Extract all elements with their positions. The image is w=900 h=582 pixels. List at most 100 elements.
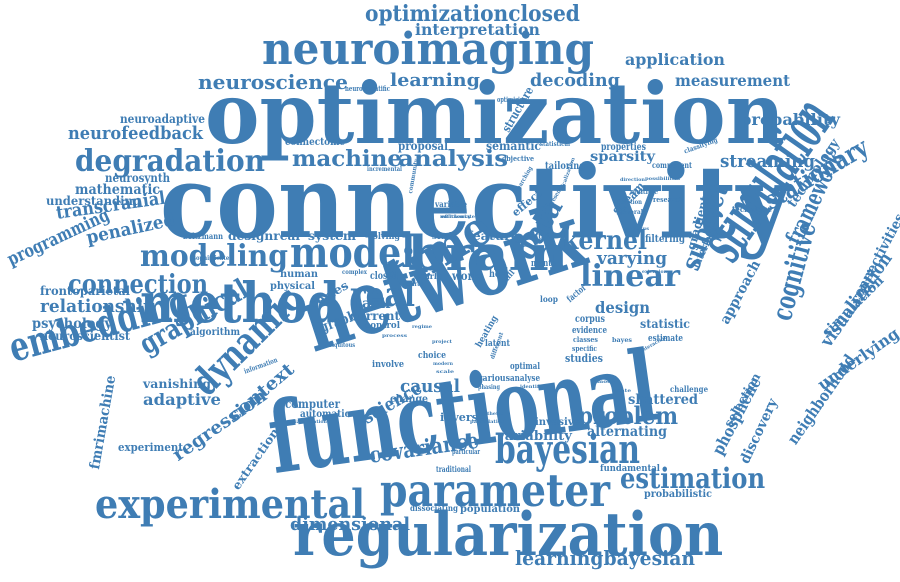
word-simulation: simulation: [819, 272, 888, 341]
word-shattered: shattered: [628, 392, 699, 408]
word-system: system: [308, 229, 356, 243]
word-complex: complex: [342, 269, 368, 276]
word-extension: extension: [642, 269, 667, 275]
word-neurofeedback: neurofeedback: [68, 123, 204, 144]
word-monte: monte: [531, 259, 556, 269]
word-variability: variability: [497, 429, 572, 444]
word-learning: learning: [390, 70, 480, 91]
word-optimal: optimal: [510, 362, 540, 372]
word-fmrimachine: fmrimachine: [87, 374, 120, 471]
word-possibilities: possibilities: [645, 176, 681, 182]
word-proposal: proposal: [398, 139, 448, 153]
word-vanishing: vanishing: [143, 377, 211, 391]
word-psychology: psychology: [32, 316, 113, 332]
word-objective: objective: [502, 154, 534, 163]
word-research: research: [653, 195, 683, 204]
word-modern: modern: [433, 361, 454, 367]
word-feature: feature: [467, 229, 520, 243]
word-decoding: decoding: [530, 70, 620, 91]
word-frontoparietal: frontoparietal: [40, 284, 130, 298]
word-regime: regime: [412, 324, 433, 330]
word-alternating: alternating: [587, 424, 667, 440]
word-process: process: [382, 333, 407, 339]
word-fundamental: fundamental: [600, 464, 660, 474]
word-optimizing: optimizing: [497, 95, 528, 104]
word-measurement: measurement: [675, 71, 790, 90]
word-bayesian: bayesian: [495, 426, 640, 473]
word-neuroscientific: neuroscientific: [345, 84, 390, 93]
word-understanding: understanding: [46, 194, 142, 208]
word-design: design: [595, 298, 651, 317]
word-neuroscientist: neuroscientist: [40, 329, 131, 343]
word-particular: particular: [452, 447, 480, 456]
word-identify: identify: [520, 384, 542, 390]
word-human: human: [280, 269, 318, 280]
word-classification: classification: [292, 419, 328, 425]
word-classes: classes: [573, 335, 598, 344]
word-stimulus: stimulus: [624, 226, 649, 232]
word-kernel: kernel: [562, 226, 647, 256]
word-relationship: relationship: [40, 296, 155, 317]
word-computer: computer: [285, 397, 340, 411]
word-parameter: parameter: [380, 464, 611, 517]
word-causal: causal: [400, 376, 460, 397]
word-automatic: automatic: [300, 409, 350, 420]
word-task: task: [355, 296, 391, 312]
word-analyse: analyse: [510, 374, 541, 384]
word-ubiquitous: ubiquitous: [325, 342, 355, 349]
word-connection: connection: [68, 270, 209, 300]
word-loop: loop: [540, 294, 558, 304]
word-real: real: [350, 275, 415, 315]
word-multivariate: multivariate: [440, 214, 476, 220]
word-algorithm: algorithm: [190, 327, 240, 338]
word-model: model: [290, 228, 415, 277]
word-filtering: filtering: [645, 234, 685, 245]
word-multiple: multiple: [630, 187, 659, 196]
word-statistical: statistical: [540, 141, 571, 148]
word-solving: solving: [368, 232, 400, 242]
word-neuroscience: neuroscience: [198, 70, 348, 94]
word-varying: varying: [597, 248, 668, 269]
word-incremental: incremental: [367, 166, 403, 173]
word-population: population: [460, 504, 521, 515]
word-choice: choice: [418, 351, 446, 361]
word-streaming: streaming: [720, 151, 816, 172]
word-physical: physical: [270, 281, 316, 292]
word-tailoring: tailoring: [545, 161, 585, 172]
word-regularization: regularization: [293, 500, 724, 570]
word-probabilistic: probabilistic: [644, 489, 713, 500]
word-experimental: experimental: [95, 481, 366, 528]
word-linear: linear: [580, 259, 681, 294]
word-statistic: statistic: [640, 317, 690, 331]
word-estimation: estimation: [620, 462, 766, 495]
word-evidence: evidence: [572, 326, 608, 336]
word-latent: latent: [485, 339, 511, 349]
word-efficiency: efficiency: [441, 214, 472, 220]
word-experiment: experiment: [118, 441, 183, 454]
word-neurosynth: neurosynth: [105, 171, 171, 185]
word-challenge: challenge: [670, 384, 709, 394]
word-learningbayesian: learningbayesian: [515, 546, 696, 570]
word-neuroimaging: neuroimaging: [262, 24, 594, 75]
word-component: component: [652, 160, 693, 170]
word-dimensional: dimensional: [290, 514, 410, 535]
word-designreal: designreal: [228, 229, 301, 243]
word-brain: brain: [408, 226, 568, 282]
word-analysis: analysis: [398, 146, 509, 172]
word-optimization: optimization: [205, 64, 786, 163]
word-technique: technique: [732, 204, 772, 214]
word-parcellation: parcellation: [470, 419, 506, 425]
word-studies: studies: [565, 352, 604, 365]
word-control: control: [365, 321, 401, 331]
word-specific: specific: [572, 344, 598, 353]
word-scale: scale: [436, 369, 455, 375]
word-invasive: invasive: [535, 417, 581, 428]
word-probability: probability: [740, 110, 841, 129]
word-problem: problem: [578, 401, 679, 430]
word-sophisticated: sophisticated: [193, 255, 233, 262]
word-involve: involve: [372, 360, 404, 370]
word-heat: heat: [489, 269, 510, 280]
word-function: function: [617, 199, 642, 206]
word-application: application: [625, 50, 725, 69]
word-direction: direction: [620, 177, 646, 183]
